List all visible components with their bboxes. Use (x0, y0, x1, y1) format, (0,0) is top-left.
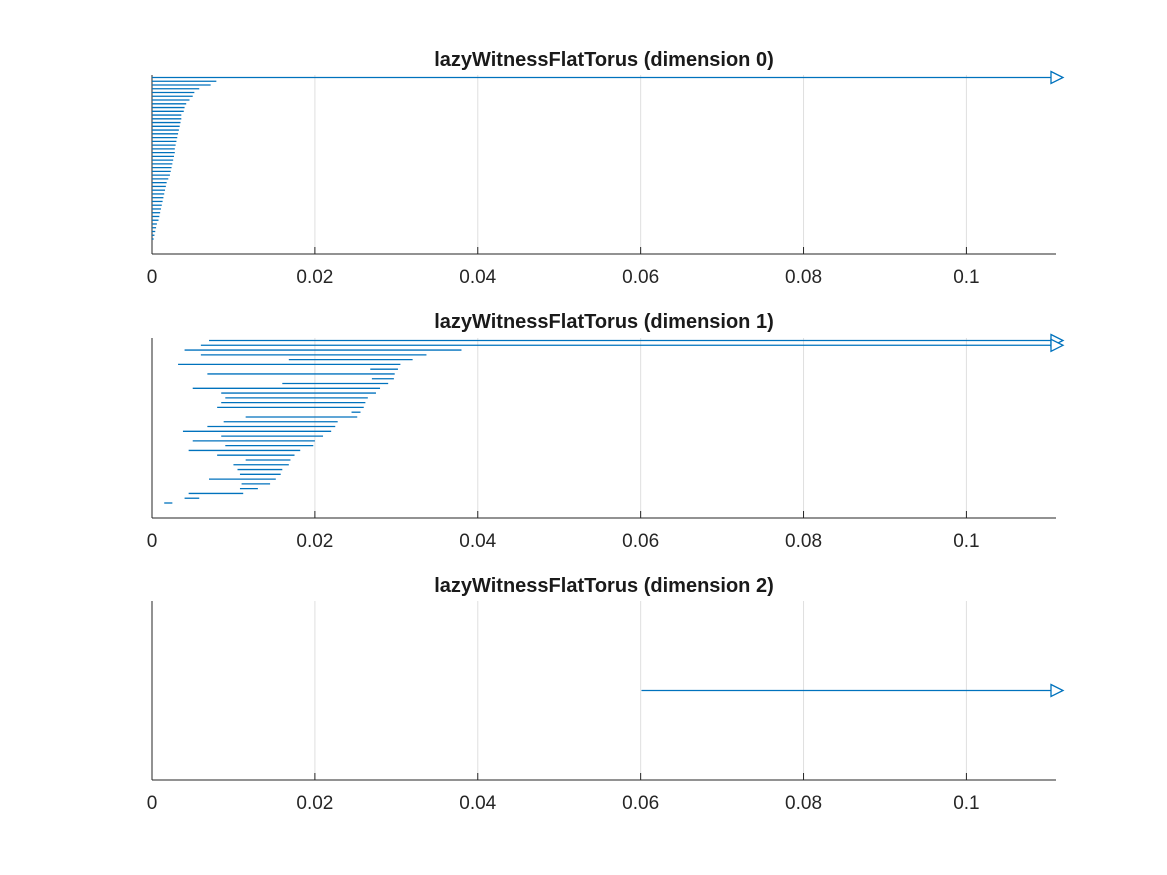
infinite-bar-arrow (1050, 338, 1065, 353)
panel-title: lazyWitnessFlatTorus (dimension 0) (434, 49, 774, 71)
panel-title: lazyWitnessFlatTorus (dimension 2) (434, 575, 774, 597)
panel-title: lazyWitnessFlatTorus (dimension 1) (434, 311, 774, 333)
x-tick-label: 0.1 (953, 531, 979, 552)
x-tick-label: 0.04 (459, 531, 496, 552)
x-tick-label: 0.06 (622, 793, 659, 814)
x-tick-label: 0 (147, 531, 158, 552)
x-tick-label: 0.1 (953, 793, 979, 814)
x-tick-label: 0.08 (785, 793, 822, 814)
x-tick-label: 0 (147, 793, 158, 814)
x-tick-label: 0.02 (296, 793, 333, 814)
infinite-bar-arrow (1050, 70, 1065, 85)
x-tick-label: 0 (147, 267, 158, 288)
barcode-panel-dimension-2: lazyWitnessFlatTorus (dimension 2) 0 0.02… (147, 575, 1065, 814)
x-tick-label: 0.04 (459, 267, 496, 288)
x-tick-label: 0.06 (622, 267, 659, 288)
x-tick-label: 0.08 (785, 531, 822, 552)
infinite-bar-arrow (1050, 683, 1065, 698)
barcode-panel-dimension-0: lazyWitnessFlatTorus (dimension 0) 0 0.02… (147, 49, 1065, 288)
x-tick-label: 0.02 (296, 267, 333, 288)
x-tick-label: 0.04 (459, 793, 496, 814)
x-tick-label: 0.08 (785, 267, 822, 288)
x-tick-label: 0.02 (296, 531, 333, 552)
barcode-panel-dimension-1: lazyWitnessFlatTorus (dimension 1) 0 0.02… (147, 311, 1065, 552)
x-tick-label: 0.1 (953, 267, 979, 288)
x-tick-label: 0.06 (622, 531, 659, 552)
